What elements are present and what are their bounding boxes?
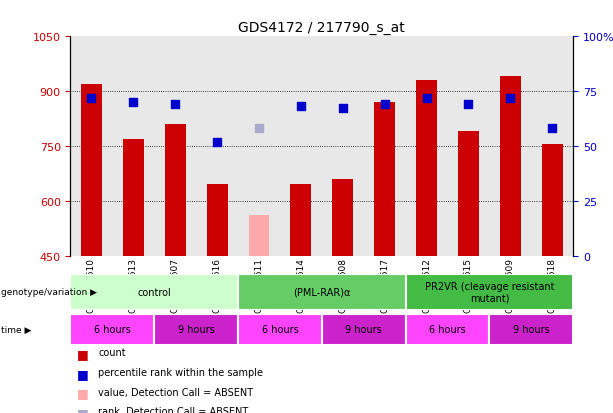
Text: ■: ■: [77, 367, 88, 380]
Bar: [238, 37, 280, 256]
Text: 9 hours: 9 hours: [513, 324, 550, 335]
Text: 6 hours: 6 hours: [94, 324, 131, 335]
Bar: [207, 185, 227, 256]
Bar: [70, 314, 154, 345]
Bar: [406, 37, 447, 256]
Text: time ▶: time ▶: [1, 325, 32, 334]
Bar: [322, 37, 364, 256]
Bar: [374, 103, 395, 256]
Bar: [489, 37, 531, 256]
Point: [505, 96, 515, 102]
Bar: [238, 275, 406, 310]
Bar: [500, 77, 521, 256]
Text: count: count: [98, 347, 126, 357]
Bar: [291, 185, 311, 256]
Bar: [112, 37, 154, 256]
Point: [380, 101, 390, 108]
Point: [422, 96, 432, 102]
Text: rank, Detection Call = ABSENT: rank, Detection Call = ABSENT: [98, 406, 248, 413]
Text: 6 hours: 6 hours: [429, 324, 466, 335]
Bar: [364, 37, 406, 256]
Bar: [447, 37, 489, 256]
Bar: [248, 216, 270, 256]
Bar: [154, 314, 238, 345]
Bar: [70, 37, 112, 256]
Point: [212, 140, 222, 146]
Text: 6 hours: 6 hours: [262, 324, 299, 335]
Title: GDS4172 / 217790_s_at: GDS4172 / 217790_s_at: [238, 21, 405, 35]
Bar: [238, 314, 322, 345]
Bar: [406, 314, 489, 345]
Bar: [70, 275, 238, 310]
Bar: [322, 314, 406, 345]
Text: 9 hours: 9 hours: [178, 324, 215, 335]
Bar: [406, 275, 573, 310]
Point: [170, 101, 180, 108]
Text: control: control: [137, 287, 171, 297]
Bar: [123, 139, 144, 256]
Point: [547, 125, 557, 132]
Text: percentile rank within the sample: percentile rank within the sample: [98, 367, 263, 377]
Point: [254, 125, 264, 132]
Text: ■: ■: [77, 387, 88, 399]
Text: value, Detection Call = ABSENT: value, Detection Call = ABSENT: [98, 387, 253, 396]
Text: PR2VR (cleavage resistant
mutant): PR2VR (cleavage resistant mutant): [425, 281, 554, 303]
Bar: [489, 314, 573, 345]
Point: [338, 105, 348, 112]
Bar: [332, 179, 353, 256]
Text: 9 hours: 9 hours: [345, 324, 382, 335]
Text: (PML-RAR)α: (PML-RAR)α: [293, 287, 351, 297]
Text: ■: ■: [77, 347, 88, 360]
Bar: [280, 37, 322, 256]
Bar: [531, 37, 573, 256]
Bar: [196, 37, 238, 256]
Bar: [416, 81, 437, 256]
Point: [86, 96, 96, 102]
Text: genotype/variation ▶: genotype/variation ▶: [1, 288, 97, 297]
Point: [463, 101, 473, 108]
Bar: [458, 132, 479, 256]
Bar: [81, 85, 102, 256]
Point: [296, 103, 306, 110]
Text: ■: ■: [77, 406, 88, 413]
Bar: [154, 37, 196, 256]
Bar: [542, 145, 563, 256]
Point: [129, 100, 139, 106]
Bar: [165, 125, 186, 256]
